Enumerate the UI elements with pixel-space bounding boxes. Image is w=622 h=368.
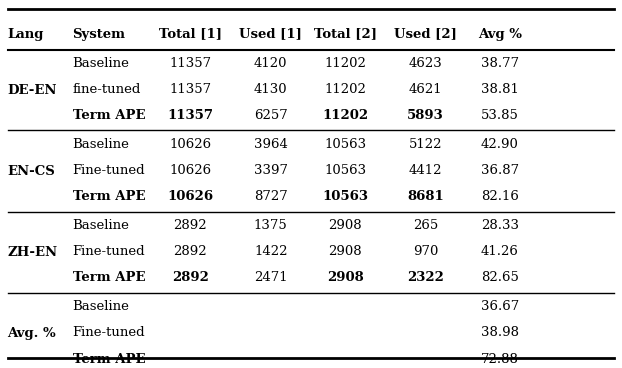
Text: 28.33: 28.33	[481, 219, 519, 232]
Text: 4621: 4621	[409, 83, 442, 96]
Text: 2908: 2908	[328, 245, 362, 258]
Text: Used [1]: Used [1]	[239, 28, 302, 40]
Text: 41.26: 41.26	[481, 245, 519, 258]
Text: 11357: 11357	[169, 57, 211, 70]
Text: Used [2]: Used [2]	[394, 28, 457, 40]
Text: Lang: Lang	[7, 28, 44, 40]
Text: 11202: 11202	[324, 57, 366, 70]
Text: Baseline: Baseline	[73, 300, 129, 314]
Text: 8727: 8727	[254, 190, 287, 203]
Text: 970: 970	[413, 245, 439, 258]
Text: 265: 265	[413, 219, 438, 232]
Text: Avg. %: Avg. %	[7, 327, 57, 340]
Text: 11202: 11202	[324, 83, 366, 96]
Text: Fine-tuned: Fine-tuned	[73, 164, 145, 177]
Text: 36.87: 36.87	[481, 164, 519, 177]
Text: Term APE: Term APE	[73, 190, 145, 203]
Text: 10626: 10626	[167, 190, 213, 203]
Text: 10563: 10563	[324, 138, 366, 151]
Text: Fine-tuned: Fine-tuned	[73, 326, 145, 340]
Text: 2908: 2908	[328, 219, 362, 232]
Text: EN-CS: EN-CS	[7, 165, 55, 178]
Text: 10626: 10626	[169, 138, 211, 151]
Text: 2892: 2892	[174, 219, 207, 232]
Text: 42.90: 42.90	[481, 138, 519, 151]
Text: 4120: 4120	[254, 57, 287, 70]
Text: 10563: 10563	[322, 190, 368, 203]
Text: 1375: 1375	[254, 219, 287, 232]
Text: 10563: 10563	[324, 164, 366, 177]
Text: Baseline: Baseline	[73, 57, 129, 70]
Text: Avg %: Avg %	[478, 28, 522, 40]
Text: 38.77: 38.77	[481, 57, 519, 70]
Text: ZH-EN: ZH-EN	[7, 246, 58, 259]
Text: 2322: 2322	[407, 272, 444, 284]
Text: 5893: 5893	[407, 109, 444, 122]
Text: System: System	[73, 28, 126, 40]
Text: Term APE: Term APE	[73, 109, 145, 122]
Text: 4412: 4412	[409, 164, 442, 177]
Text: 82.16: 82.16	[481, 190, 519, 203]
Text: 8681: 8681	[407, 190, 444, 203]
Text: 3397: 3397	[254, 164, 288, 177]
Text: DE-EN: DE-EN	[7, 84, 57, 97]
Text: 82.65: 82.65	[481, 272, 519, 284]
Text: 1422: 1422	[254, 245, 287, 258]
Text: 53.85: 53.85	[481, 109, 519, 122]
Text: 2892: 2892	[174, 245, 207, 258]
Text: 2471: 2471	[254, 272, 287, 284]
Text: 2908: 2908	[327, 272, 363, 284]
Text: 11202: 11202	[322, 109, 368, 122]
Text: 4623: 4623	[409, 57, 442, 70]
Text: 4130: 4130	[254, 83, 287, 96]
Text: Baseline: Baseline	[73, 219, 129, 232]
Text: Total [2]: Total [2]	[313, 28, 376, 40]
Text: 38.81: 38.81	[481, 83, 519, 96]
Text: 10626: 10626	[169, 164, 211, 177]
Text: Term APE: Term APE	[73, 353, 145, 365]
Text: Baseline: Baseline	[73, 138, 129, 151]
Text: 36.67: 36.67	[481, 300, 519, 314]
Text: Fine-tuned: Fine-tuned	[73, 245, 145, 258]
Text: 2892: 2892	[172, 272, 209, 284]
Text: 6257: 6257	[254, 109, 287, 122]
Text: Total [1]: Total [1]	[159, 28, 222, 40]
Text: Term APE: Term APE	[73, 272, 145, 284]
Text: 3964: 3964	[254, 138, 288, 151]
Text: 38.98: 38.98	[481, 326, 519, 340]
Text: fine-tuned: fine-tuned	[73, 83, 141, 96]
Text: 5122: 5122	[409, 138, 442, 151]
Text: 72.88: 72.88	[481, 353, 519, 365]
Text: 11357: 11357	[169, 83, 211, 96]
Text: 11357: 11357	[167, 109, 213, 122]
